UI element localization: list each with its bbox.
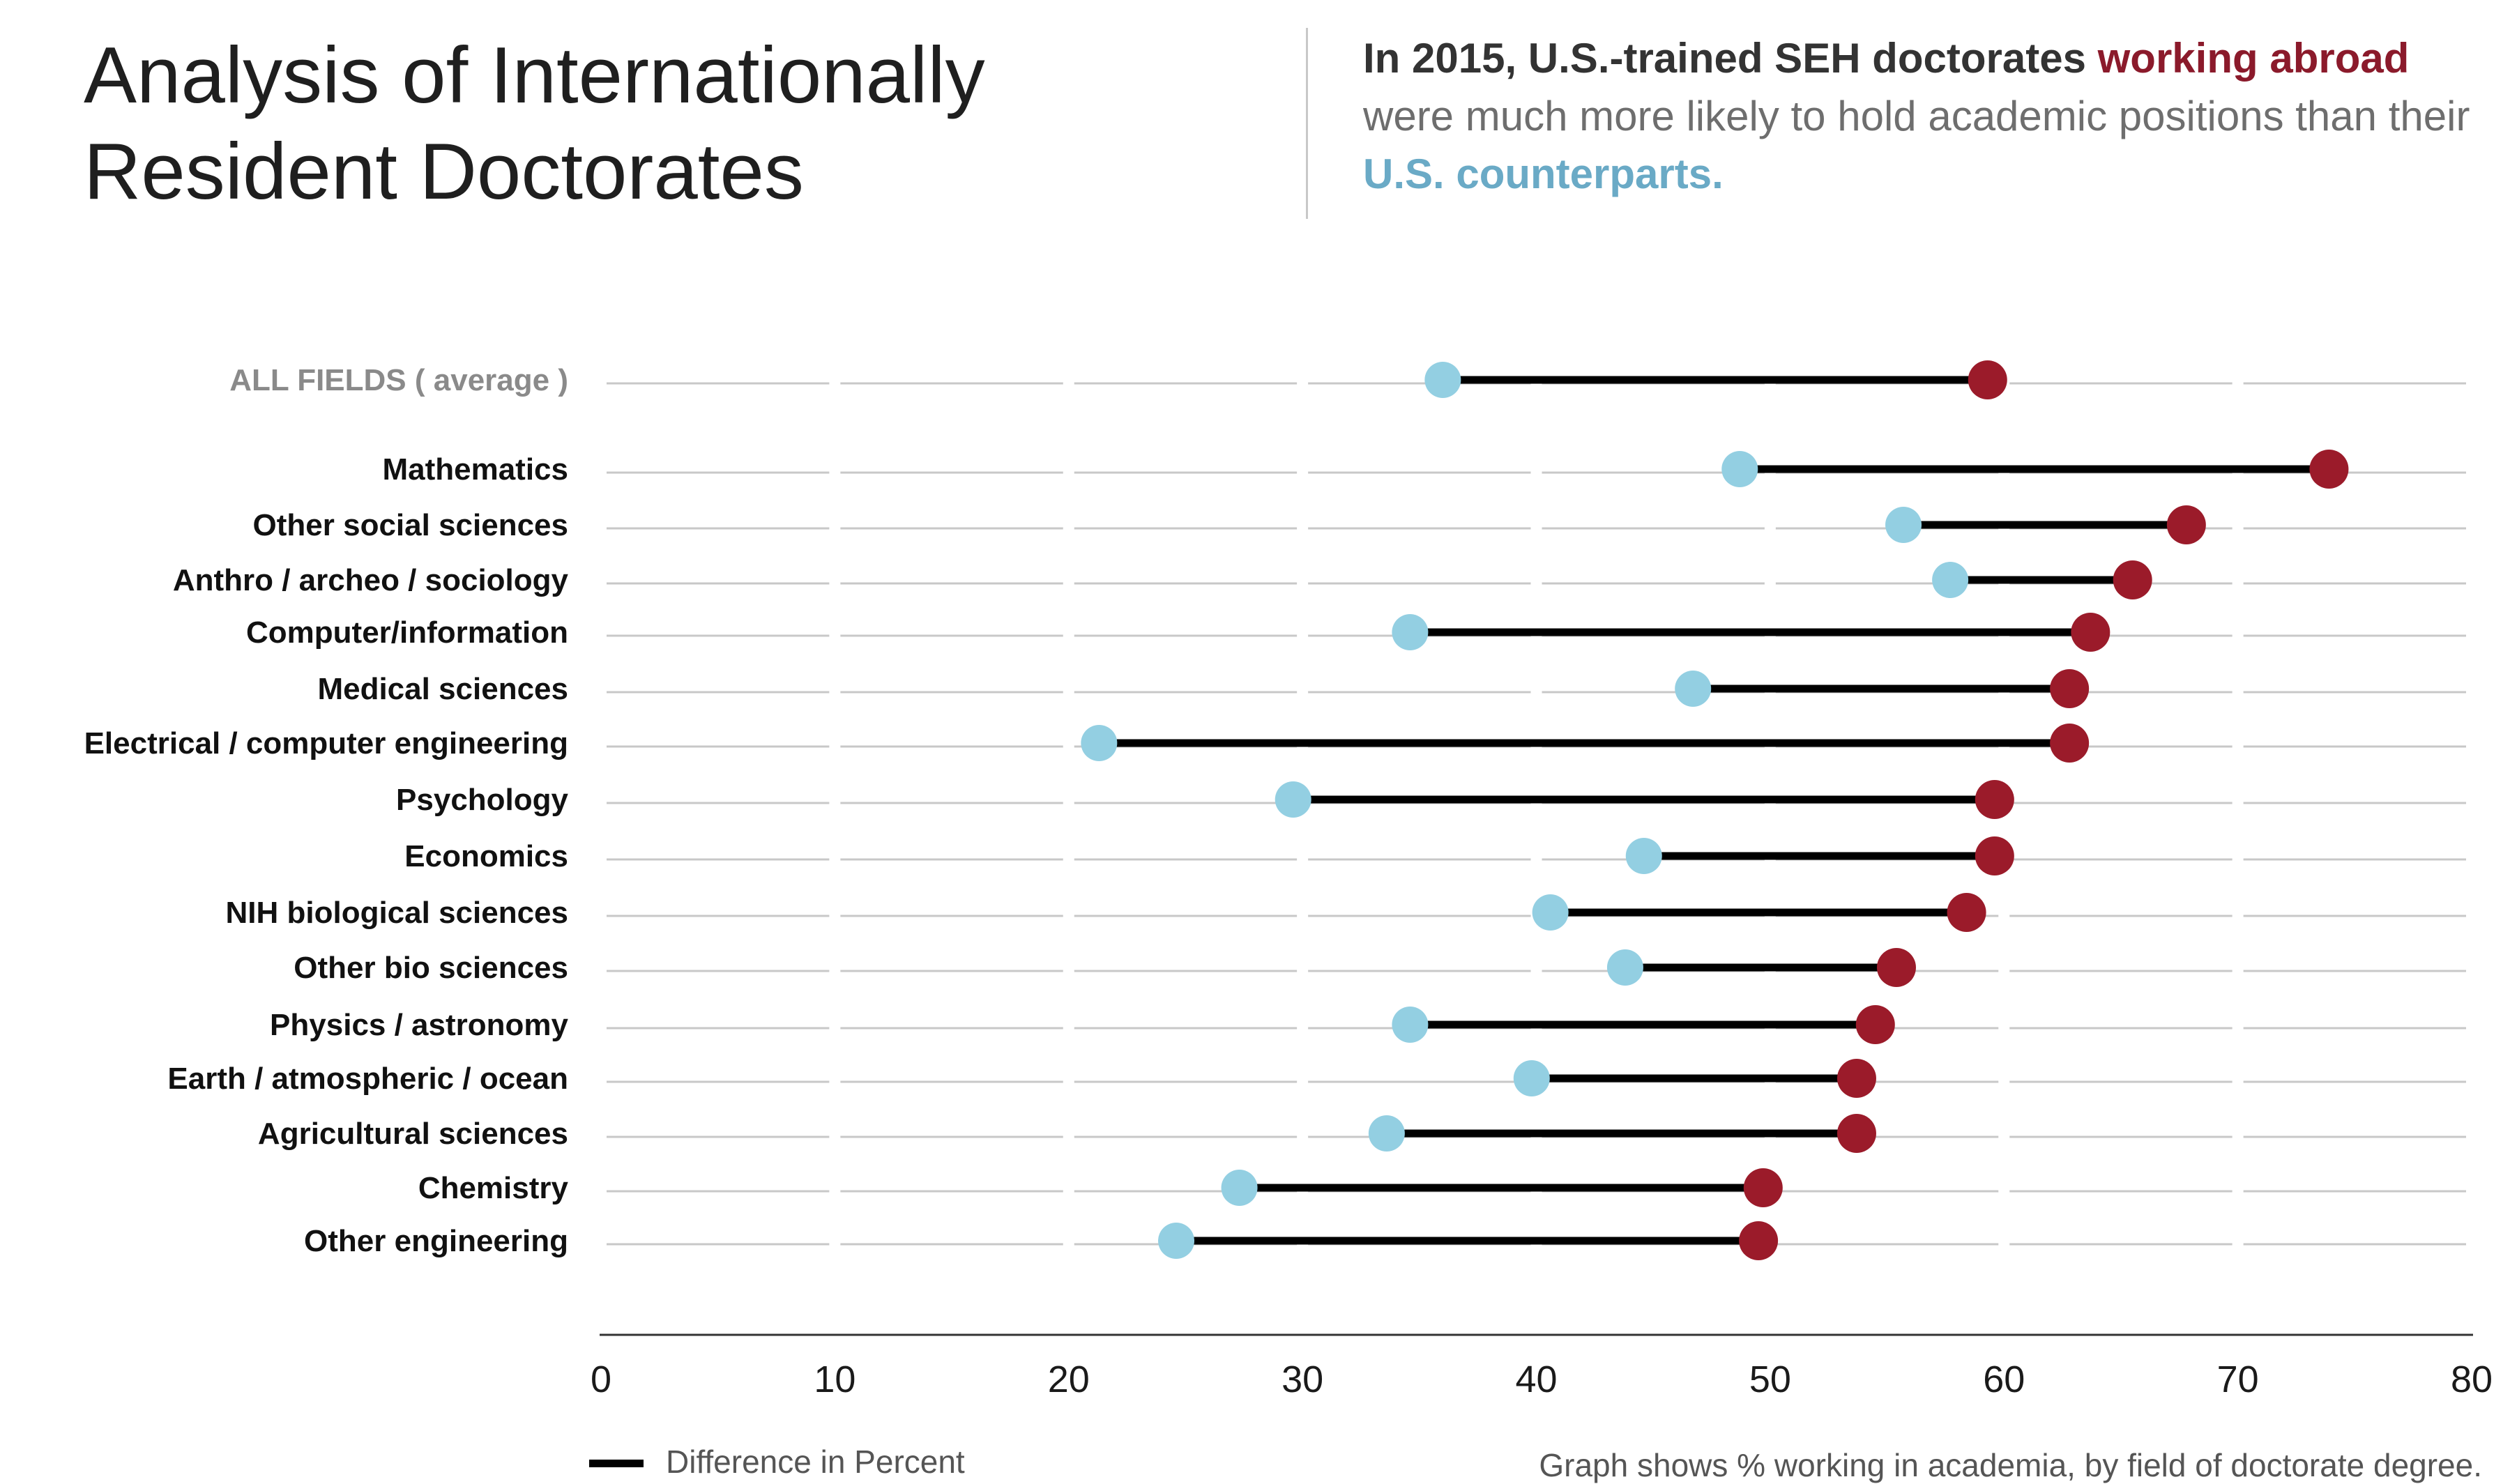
us-value-dot <box>1081 725 1118 761</box>
row-label: Computer/information <box>246 615 568 650</box>
chart-row: Computer/information <box>246 613 2110 652</box>
us-value-dot <box>1675 671 1712 707</box>
chart-subtitle: In 2015, U.S.-trained SEH doctorates wor… <box>1363 29 2493 203</box>
abroad-value-dot <box>1947 893 1986 932</box>
chart-row: Medical sciences <box>317 669 2090 708</box>
row-label: Other bio sciences <box>294 951 568 985</box>
row-label: Anthro / archeo / sociology <box>173 563 569 597</box>
row-label: ALL FIELDS ( average ) <box>229 363 568 397</box>
chart-row: Chemistry <box>418 1168 1783 1207</box>
chart-row: Other engineering <box>304 1221 1779 1260</box>
abroad-value-dot <box>2166 505 2206 544</box>
us-value-dot <box>1424 362 1461 398</box>
chart-row: Earth / atmospheric / ocean <box>167 1059 1876 1098</box>
us-value-dot <box>1625 838 1662 874</box>
x-tick-label: 0 <box>591 1359 611 1400</box>
abroad-value-dot <box>1855 1005 1895 1044</box>
header-divider <box>1306 28 1308 219</box>
abroad-value-dot <box>2050 724 2090 763</box>
us-value-dot <box>1221 1170 1258 1206</box>
title-line-2: Resident Doctorates <box>84 128 804 216</box>
row-label: Earth / atmospheric / ocean <box>167 1062 568 1096</box>
abroad-value-dot <box>1876 948 1916 987</box>
x-tick-label: 50 <box>1749 1359 1791 1400</box>
abroad-value-dot <box>2071 613 2110 652</box>
footnote: Graph shows % working in academia, by fi… <box>1539 1447 2482 1483</box>
x-axis: 0 10 20 30 40 50 60 70 80 <box>591 1333 2493 1400</box>
row-label: Mathematics <box>382 452 568 487</box>
us-value-dot <box>1275 781 1311 818</box>
x-tick-label: 60 <box>1983 1359 2025 1400</box>
chart-row: Psychology <box>396 780 2014 819</box>
x-tick-label: 70 <box>2217 1359 2259 1400</box>
x-tick-label: 10 <box>814 1359 855 1400</box>
row-label: Medical sciences <box>317 672 568 706</box>
x-tick-label: 20 <box>1048 1359 1090 1400</box>
subtitle-us: U.S. counterparts. <box>1363 151 1724 197</box>
chart-row: Other bio sciences <box>294 948 1916 987</box>
us-value-dot <box>1885 507 1922 543</box>
abroad-value-dot <box>1836 1059 1876 1098</box>
chart-row: Economics <box>404 836 2014 875</box>
abroad-value-dot <box>1836 1114 1876 1153</box>
row-label: Electrical / computer engineering <box>84 726 568 760</box>
subtitle-lead: In 2015, U.S.-trained SEH doctorates <box>1363 35 2098 82</box>
abroad-value-dot <box>1975 780 2014 819</box>
chart-row: Anthro / archeo / sociology <box>173 560 2152 599</box>
abroad-value-dot <box>1743 1168 1783 1207</box>
abroad-value-dot <box>2050 669 2090 708</box>
chart-row: ALL FIELDS ( average ) <box>229 360 2007 399</box>
chart-row: NIH biological sciences <box>226 893 1986 932</box>
legend-swatch-difference <box>589 1460 644 1467</box>
page-title: Analysis of Internationally Resident Doc… <box>84 28 1130 220</box>
subtitle-abroad: working abroad <box>2097 35 2410 82</box>
us-value-dot <box>1392 614 1429 650</box>
us-value-dot <box>1532 894 1569 931</box>
chart-row: Physics / astronomy <box>270 1005 1895 1044</box>
row-label: NIH biological sciences <box>226 896 569 930</box>
abroad-value-dot <box>2309 450 2349 489</box>
row-label: Chemistry <box>418 1171 569 1205</box>
row-label: Other social sciences <box>253 508 568 542</box>
row-label: Other engineering <box>304 1224 568 1258</box>
row-label: Psychology <box>396 783 568 817</box>
us-value-dot <box>1513 1060 1550 1096</box>
chart-row: Electrical / computer engineering <box>84 724 2090 763</box>
chart-row: Other social sciences <box>253 505 2206 544</box>
us-value-dot <box>1392 1007 1429 1043</box>
abroad-value-dot <box>1975 836 2014 875</box>
legend-label: Difference in Percent <box>666 1444 965 1480</box>
x-tick-label: 80 <box>2451 1359 2493 1400</box>
abroad-value-dot <box>1739 1221 1779 1260</box>
row-label: Physics / astronomy <box>270 1008 568 1042</box>
title-line-1: Analysis of Internationally <box>84 31 985 120</box>
us-value-dot <box>1932 562 1969 598</box>
x-tick-label: 40 <box>1515 1359 1557 1400</box>
us-value-dot <box>1368 1115 1405 1152</box>
abroad-value-dot <box>2113 560 2152 599</box>
us-value-dot <box>1606 949 1643 986</box>
x-tick-label: 30 <box>1281 1359 1323 1400</box>
us-value-dot <box>1721 451 1758 487</box>
chart-row: Mathematics <box>382 450 2349 489</box>
row-label: Economics <box>404 839 568 873</box>
chart-row: Agricultural sciences <box>258 1114 1876 1153</box>
subtitle-middle: were much more likely to hold academic p… <box>1363 93 2470 139</box>
chart-rows: ALL FIELDS ( average ) Mathematics Other s… <box>84 360 2349 1260</box>
abroad-value-dot <box>1968 360 2007 399</box>
us-value-dot <box>1158 1223 1195 1259</box>
row-label: Agricultural sciences <box>258 1117 568 1151</box>
